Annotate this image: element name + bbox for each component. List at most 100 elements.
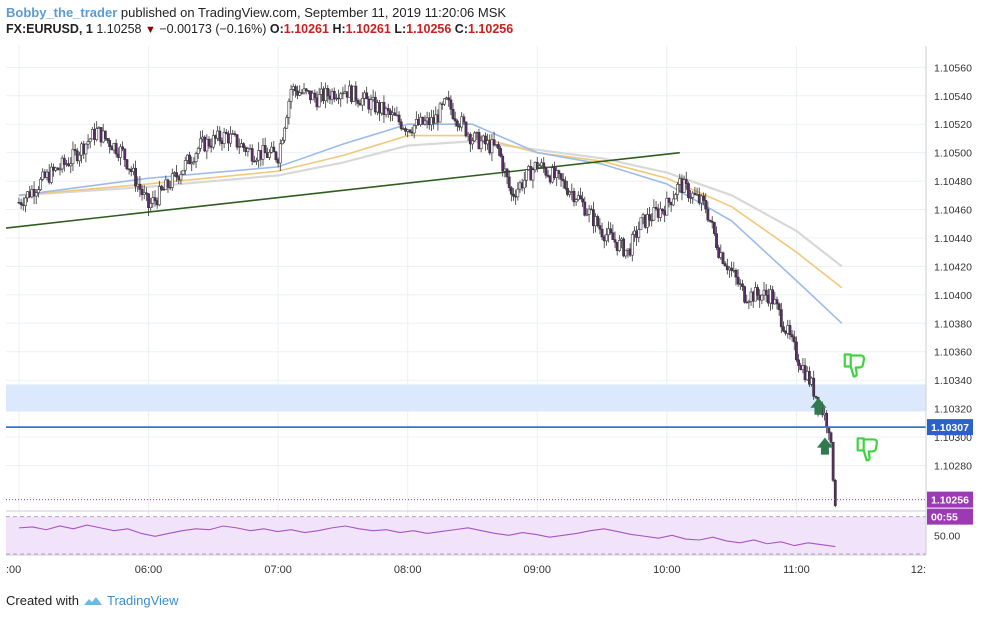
candle — [535, 156, 539, 173]
candle — [298, 85, 302, 97]
candle-body — [175, 172, 179, 178]
candle-body — [682, 179, 686, 193]
candle — [88, 137, 92, 149]
candle-body — [814, 395, 818, 398]
candle — [712, 221, 716, 236]
candle-body — [741, 283, 744, 287]
candle-body — [24, 197, 27, 206]
candle-body — [831, 442, 835, 481]
candle-body — [522, 179, 526, 189]
candle-body — [639, 217, 643, 231]
candle — [563, 176, 567, 191]
candle-body — [399, 121, 403, 130]
candle-body — [224, 131, 228, 135]
candle-body — [423, 120, 427, 125]
trendline[interactable] — [5, 151, 680, 229]
candle — [293, 84, 297, 98]
candle — [304, 87, 308, 95]
candle — [69, 157, 73, 174]
candle-body — [188, 154, 191, 165]
candle-body — [181, 169, 185, 175]
candle — [665, 191, 669, 216]
moving-averages — [18, 123, 843, 324]
candle-body — [95, 128, 99, 140]
candle — [354, 81, 358, 106]
candle — [175, 164, 179, 182]
candle-body — [455, 120, 459, 127]
candle — [797, 353, 800, 373]
candle — [479, 135, 483, 153]
tradingview-link[interactable]: TradingView — [106, 593, 179, 608]
candle — [652, 199, 656, 221]
time-axis[interactable]: :00 06:00 07:00 08:00 09:00 10:00 11:00 12: — [6, 564, 926, 576]
author-link[interactable]: Bobby_the_trader — [6, 5, 118, 20]
candle-body — [140, 189, 144, 195]
candle-body — [121, 146, 125, 150]
candle — [671, 190, 675, 207]
candle-body — [354, 85, 358, 101]
candle-body — [211, 135, 215, 148]
candle — [736, 269, 740, 287]
candle — [624, 249, 628, 259]
candle-body — [535, 161, 539, 168]
candle-body — [412, 125, 416, 134]
y-tick-label: 1.10500 — [934, 148, 972, 160]
candle-body — [283, 127, 286, 141]
candle — [423, 115, 427, 126]
candle-body — [166, 179, 170, 188]
candle-body — [157, 186, 161, 206]
candle-body — [71, 149, 75, 164]
candle — [741, 279, 744, 291]
candle — [687, 181, 690, 202]
candle — [218, 126, 222, 146]
candle-body — [196, 148, 200, 154]
candle — [574, 198, 578, 206]
last-price: 1.10258 — [96, 22, 142, 36]
candle — [544, 166, 548, 179]
candle — [630, 231, 634, 262]
candle-body — [160, 186, 163, 190]
candle-body — [369, 99, 373, 110]
candle-body — [658, 208, 662, 218]
candle-body — [298, 92, 302, 96]
down-triangle-icon: ▼ — [144, 24, 156, 36]
candle-body — [546, 174, 550, 177]
y-tick-label: 1.10360 — [934, 347, 972, 359]
candle-body — [723, 263, 727, 267]
candle — [198, 130, 202, 152]
candle-body — [637, 229, 641, 238]
candle — [313, 89, 317, 103]
candle-body — [689, 197, 693, 199]
candle-body — [250, 148, 254, 162]
candle-body — [153, 197, 157, 201]
rsi-pane[interactable] — [6, 516, 926, 555]
candle — [140, 185, 144, 201]
candle-body — [585, 213, 589, 216]
main-pane[interactable] — [6, 46, 926, 511]
candle-body — [512, 193, 515, 197]
candle — [779, 302, 783, 334]
candle-body — [293, 86, 297, 92]
candle-body — [542, 162, 546, 169]
candle-body — [218, 130, 222, 142]
candle — [149, 197, 153, 212]
ma-fast-line — [18, 123, 843, 324]
candle — [501, 153, 505, 177]
candle — [691, 191, 695, 205]
candle — [274, 150, 278, 163]
candle — [360, 92, 364, 112]
y-tick-label: 1.10460 — [934, 205, 972, 217]
candle-body — [78, 154, 81, 162]
candle — [365, 86, 369, 100]
candle-body — [490, 139, 494, 154]
arrow-up-icon — [810, 397, 827, 415]
candle — [272, 141, 276, 153]
candle-body — [583, 201, 587, 216]
symbol-label[interactable]: FX:EURUSD, 1 — [6, 22, 93, 36]
candle-body — [704, 200, 708, 210]
candle — [658, 201, 662, 222]
price-axis[interactable]: 1.10560 1.10540 1.10520 1.10500 1.10480 1.104… — [934, 62, 972, 542]
rsi-band — [6, 516, 926, 554]
x-tick-label: :00 — [6, 564, 21, 576]
